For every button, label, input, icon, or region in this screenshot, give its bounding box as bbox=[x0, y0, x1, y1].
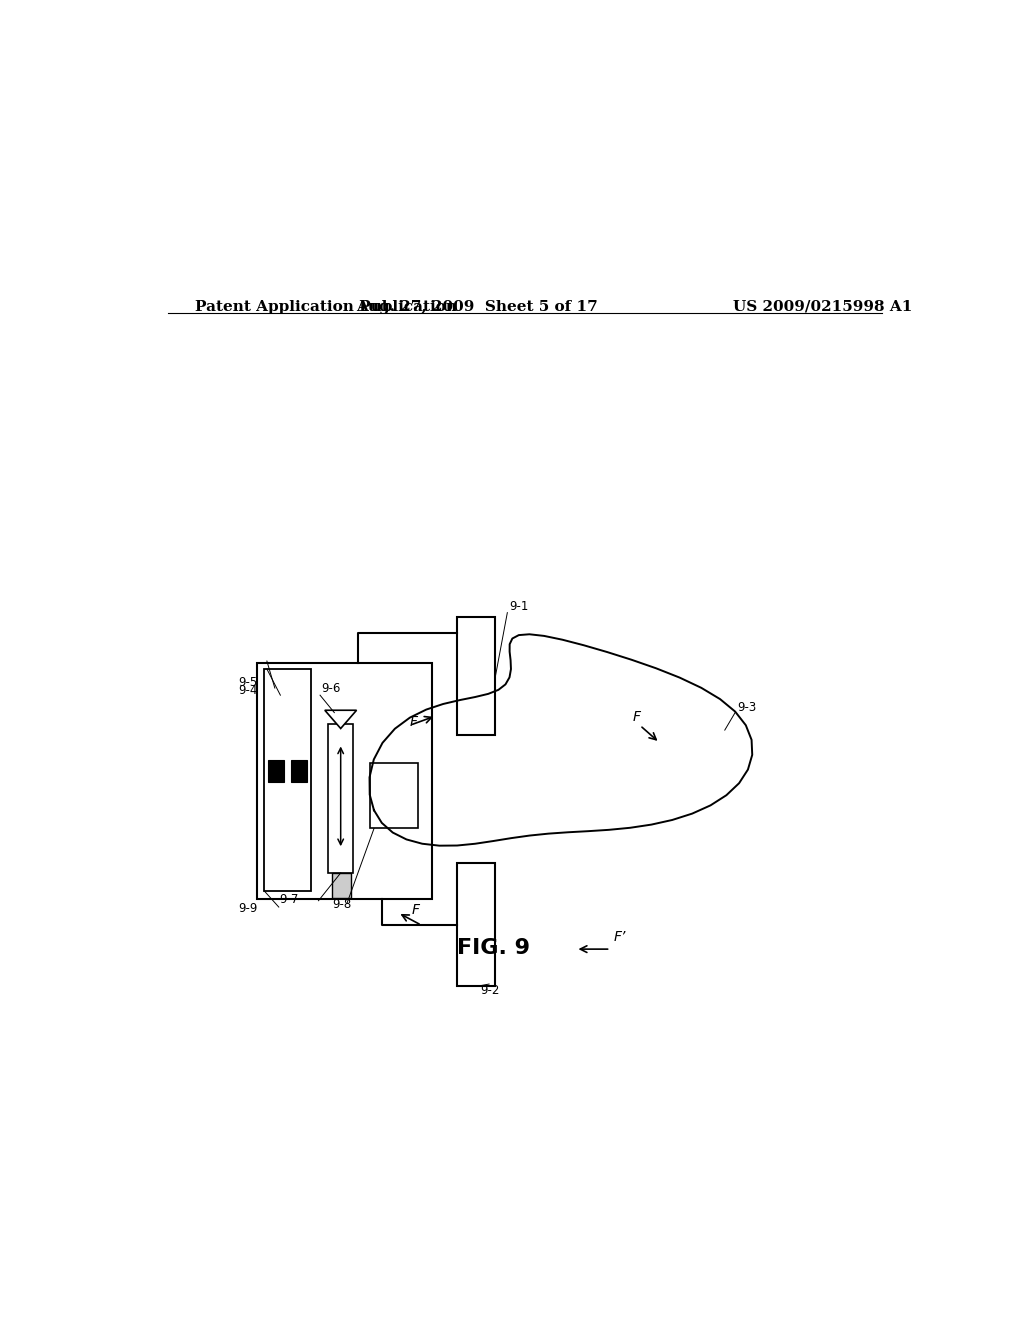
Bar bbox=[370, 763, 418, 829]
Text: 9-7: 9-7 bbox=[280, 892, 299, 906]
Text: 9-1: 9-1 bbox=[509, 599, 528, 612]
Text: F: F bbox=[412, 903, 420, 917]
Text: US 2009/0215998 A1: US 2009/0215998 A1 bbox=[733, 300, 912, 314]
Text: 9-2: 9-2 bbox=[480, 983, 500, 997]
Text: FIG. 9: FIG. 9 bbox=[457, 939, 529, 958]
Text: F: F bbox=[410, 714, 418, 729]
Bar bbox=[264, 669, 310, 891]
Text: 9-9: 9-9 bbox=[238, 902, 257, 915]
Text: 9-3: 9-3 bbox=[737, 701, 757, 714]
Text: 9-8: 9-8 bbox=[333, 898, 352, 911]
Text: 9-6: 9-6 bbox=[322, 682, 341, 696]
Bar bbox=[257, 663, 432, 899]
Bar bbox=[268, 760, 285, 783]
Bar bbox=[291, 760, 306, 783]
Text: Patent Application Publication: Patent Application Publication bbox=[196, 300, 458, 314]
Bar bbox=[328, 723, 353, 873]
Bar bbox=[332, 873, 351, 899]
Polygon shape bbox=[325, 710, 356, 729]
Bar bbox=[458, 618, 496, 735]
Text: 9-4: 9-4 bbox=[238, 684, 257, 697]
Text: 9-5: 9-5 bbox=[239, 676, 257, 689]
Text: F’: F’ bbox=[613, 931, 626, 944]
Bar bbox=[458, 863, 496, 986]
Text: Aug. 27, 2009  Sheet 5 of 17: Aug. 27, 2009 Sheet 5 of 17 bbox=[356, 300, 598, 314]
Text: F: F bbox=[633, 710, 641, 723]
